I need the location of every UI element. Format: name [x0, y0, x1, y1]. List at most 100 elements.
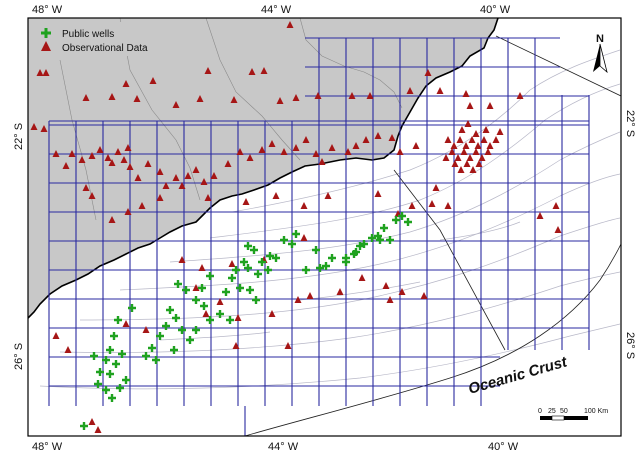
- observation-triangle: [284, 342, 292, 349]
- public-well-cross: [112, 360, 120, 368]
- observation-triangle: [374, 132, 382, 139]
- top-tick-48w: 48° W: [32, 4, 63, 16]
- public-well-cross: [252, 296, 260, 304]
- observation-triangle: [82, 184, 90, 191]
- observation-triangle: [460, 148, 468, 155]
- observation-triangle: [200, 178, 208, 185]
- bottom-tick-40w: 40° W: [488, 441, 519, 453]
- right-tick-26s: 26° S: [624, 332, 636, 359]
- public-well-cross: [192, 296, 200, 304]
- public-well-cross: [152, 356, 160, 364]
- observation-triangle: [336, 288, 344, 295]
- public-well-cross: [170, 346, 178, 354]
- public-well-cross: [102, 356, 110, 364]
- observation-triangle: [472, 148, 480, 155]
- observation-triangle: [448, 148, 456, 155]
- public-well-cross: [186, 336, 194, 344]
- observation-triangle: [475, 160, 483, 167]
- public-well-cross: [244, 264, 252, 272]
- public-well-cross: [90, 352, 98, 360]
- observation-triangle: [52, 150, 60, 157]
- left-tick-22s: 22° S: [13, 123, 25, 150]
- public-well-cross: [226, 316, 234, 324]
- public-well-cross: [280, 236, 288, 244]
- public-well-cross: [236, 284, 244, 292]
- observation-triangle: [386, 296, 394, 303]
- observation-triangle: [312, 150, 320, 157]
- observation-triangle: [216, 298, 224, 305]
- observation-triangle: [133, 95, 141, 102]
- observation-triangle: [134, 174, 142, 181]
- coastline: [28, 18, 499, 319]
- observation-triangle: [172, 174, 180, 181]
- observation-triangle: [144, 160, 152, 167]
- public-well-cross: [368, 234, 376, 242]
- observation-triangle: [496, 128, 504, 135]
- observation-triangle: [178, 182, 186, 189]
- observation-triangle: [286, 21, 294, 28]
- public-well-cross: [302, 266, 310, 274]
- public-well-points: [80, 212, 412, 430]
- public-well-cross: [232, 266, 240, 274]
- public-well-cross: [200, 302, 208, 310]
- observation-triangle: [52, 332, 60, 339]
- public-well-cross: [174, 280, 182, 288]
- observation-triangle: [432, 184, 440, 191]
- public-well-cross: [292, 230, 300, 238]
- observation-triangle: [456, 136, 464, 143]
- legend: Public wells Observational Data: [30, 22, 164, 56]
- public-well-cross: [142, 352, 150, 360]
- top-tick-44w: 44° W: [261, 4, 292, 16]
- left-tick-26s: 26° S: [13, 343, 25, 370]
- observation-triangle: [64, 346, 72, 353]
- observation-triangle: [122, 320, 130, 327]
- land-area: [28, 18, 498, 318]
- observation-triangle: [156, 194, 164, 201]
- observation-triangle: [204, 67, 212, 74]
- observation-triangle: [294, 296, 302, 303]
- observation-triangle: [260, 67, 268, 74]
- observation-triangle: [122, 80, 130, 87]
- observation-triangle: [184, 172, 192, 179]
- observation-triangle: [276, 97, 284, 104]
- observation-points: [30, 21, 562, 433]
- observation-triangle: [104, 154, 112, 161]
- observation-triangle: [268, 310, 276, 317]
- public-well-cross: [94, 380, 102, 388]
- observation-triangle: [162, 182, 170, 189]
- public-well-cross: [250, 246, 258, 254]
- observation-triangle: [428, 200, 436, 207]
- observation-triangle: [314, 92, 322, 99]
- public-well-cross: [380, 224, 388, 232]
- observation-triangle: [348, 92, 356, 99]
- public-well-cross: [206, 316, 214, 324]
- observation-triangle: [412, 142, 420, 149]
- public-well-cross: [328, 254, 336, 262]
- public-well-cross: [322, 262, 330, 270]
- public-well-cross: [342, 254, 350, 262]
- public-well-cross: [172, 314, 180, 322]
- observation-triangle: [82, 94, 90, 101]
- observation-triangle: [30, 123, 38, 130]
- right-tick-22s: 22° S: [624, 110, 636, 137]
- public-well-cross: [116, 384, 124, 392]
- observation-triangle: [198, 264, 206, 271]
- north-label: N: [596, 33, 604, 45]
- observation-triangle: [242, 198, 250, 205]
- public-well-cross: [316, 264, 324, 272]
- legend-item-observational-data: Observational Data: [62, 43, 148, 54]
- observation-triangle: [382, 282, 390, 289]
- public-well-cross: [272, 254, 280, 262]
- public-well-cross: [122, 376, 130, 384]
- public-well-cross: [182, 286, 190, 294]
- observation-triangle: [114, 148, 122, 155]
- public-well-cross: [244, 242, 252, 250]
- observation-triangle: [466, 102, 474, 109]
- public-well-cross: [148, 344, 156, 352]
- observation-triangle: [352, 142, 360, 149]
- observation-triangle: [406, 87, 414, 94]
- public-well-cross: [192, 326, 200, 334]
- observation-triangle: [108, 93, 116, 100]
- observation-triangle: [172, 101, 180, 108]
